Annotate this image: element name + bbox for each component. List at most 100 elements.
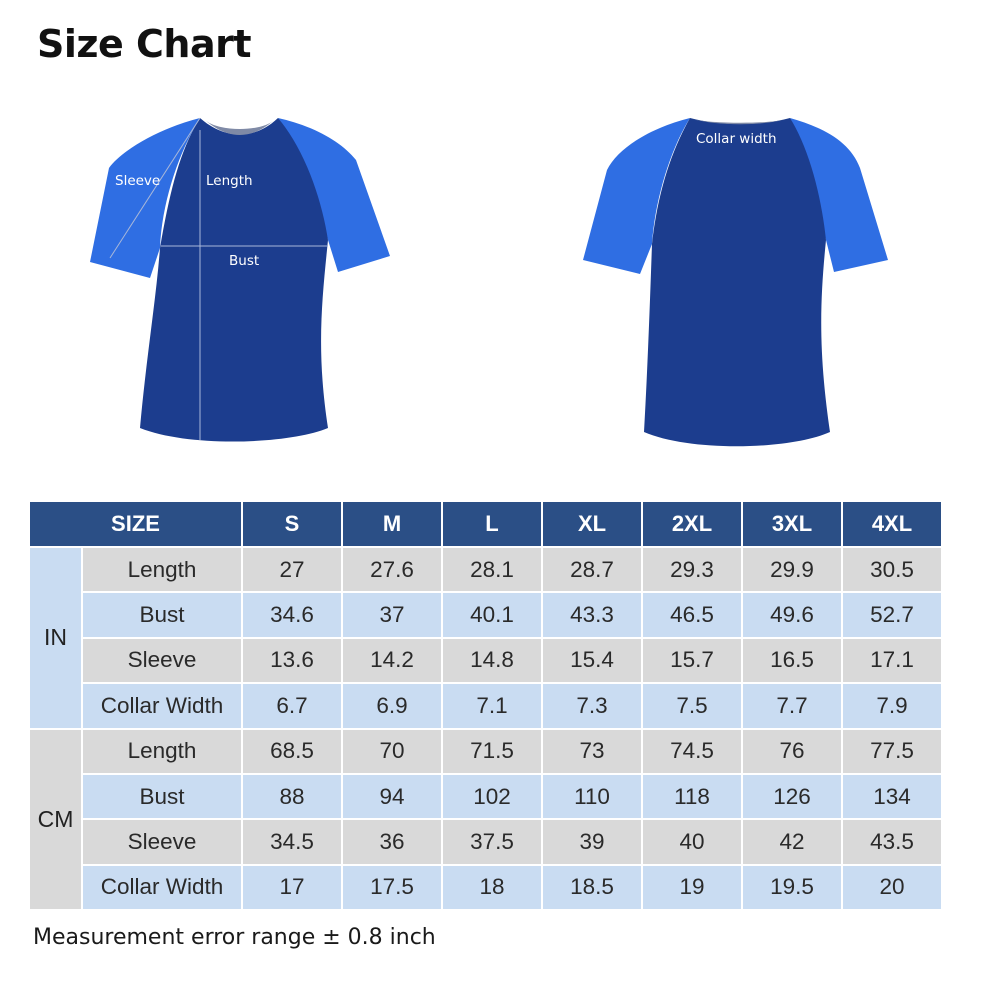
table-cell: 52.7 [843, 593, 941, 637]
header-3xl: 3XL [743, 502, 841, 546]
table-cell: 30.5 [843, 548, 941, 592]
table-row: Collar Width 17 17.5 18 18.5 19 19.5 20 [30, 865, 941, 910]
table-cell: 20 [843, 865, 941, 910]
unit-in: IN [30, 548, 81, 728]
table-cell: 7.3 [543, 684, 641, 728]
table-cell: 77.5 [843, 729, 941, 773]
table-cell: 17.1 [843, 638, 941, 683]
table-cell: 74.5 [643, 729, 741, 773]
table-cell: 68.5 [243, 729, 341, 773]
table-cell: 76 [743, 729, 841, 773]
table-cell: 29.3 [643, 548, 741, 592]
table-cell: 6.9 [343, 684, 441, 728]
table-header-row: SIZE S M L XL 2XL 3XL 4XL [30, 502, 941, 546]
measurement-error-note: Measurement error range ± 0.8 inch [33, 925, 436, 950]
front-body [140, 118, 328, 442]
table-row: CM Length 68.5 70 71.5 73 74.5 76 77.5 [30, 729, 941, 910]
back-shirt: Collar width [583, 118, 888, 447]
table-cell: 70 [343, 729, 441, 773]
table-cell: 13.6 [243, 638, 341, 683]
table-cell: 16.5 [743, 638, 841, 683]
table-cell: 37.5 [443, 820, 541, 864]
table-cell: 110 [543, 774, 641, 819]
header-size: SIZE [30, 502, 241, 546]
table-cell: 42 [743, 820, 841, 864]
table-cell: 37 [343, 593, 441, 637]
table-row: IN Length 27 27.6 28.1 28.7 29.3 29.9 30… [30, 548, 941, 728]
table-cell: 14.2 [343, 638, 441, 683]
table-cell: 102 [443, 774, 541, 819]
header-xl: XL [543, 502, 641, 546]
table-cell: 6.7 [243, 684, 341, 728]
table-cell: 88 [243, 774, 341, 819]
back-collar [692, 119, 788, 125]
row-label: Collar Width [83, 865, 241, 910]
header-s: S [243, 502, 341, 546]
table-cell: 27 [243, 548, 341, 592]
table-cell: 94 [343, 774, 441, 819]
table-row: Bust 88 94 102 110 118 126 134 [30, 774, 941, 819]
row-label: Collar Width [83, 684, 241, 728]
size-table: SIZE S M L XL 2XL 3XL 4XL IN Length 27 2… [28, 500, 943, 911]
table-cell: 126 [743, 774, 841, 819]
table-cell: 17 [243, 865, 341, 910]
table-cell: 36 [343, 820, 441, 864]
row-label: Sleeve [83, 820, 241, 864]
table-cell: 7.9 [843, 684, 941, 728]
row-label: Length [83, 548, 241, 592]
table-cell: 14.8 [443, 638, 541, 683]
table-row: Sleeve 13.6 14.2 14.8 15.4 15.7 16.5 17.… [30, 638, 941, 683]
row-label: Bust [83, 774, 241, 819]
front-left-sleeve [90, 118, 200, 278]
table-cell: 7.5 [643, 684, 741, 728]
length-label: Length [206, 173, 253, 189]
table-cell: 43.3 [543, 593, 641, 637]
table-cell: 15.4 [543, 638, 641, 683]
back-body [644, 118, 830, 447]
table-cell: 19 [643, 865, 741, 910]
table-row: Sleeve 34.5 36 37.5 39 40 42 43.5 [30, 820, 941, 864]
table-cell: 7.1 [443, 684, 541, 728]
table-cell: 18.5 [543, 865, 641, 910]
row-label: Sleeve [83, 638, 241, 683]
table-cell: 17.5 [343, 865, 441, 910]
page-title: Size Chart [37, 22, 252, 66]
back-right-sleeve [790, 118, 888, 272]
table-cell: 40.1 [443, 593, 541, 637]
table-cell: 28.7 [543, 548, 641, 592]
table-cell: 71.5 [443, 729, 541, 773]
table-cell: 43.5 [843, 820, 941, 864]
row-label: Length [83, 729, 241, 773]
header-l: L [443, 502, 541, 546]
table-cell: 34.5 [243, 820, 341, 864]
header-m: M [343, 502, 441, 546]
table-cell: 46.5 [643, 593, 741, 637]
table-cell: 34.6 [243, 593, 341, 637]
header-4xl: 4XL [843, 502, 941, 546]
table-cell: 134 [843, 774, 941, 819]
table-cell: 15.7 [643, 638, 741, 683]
unit-cm: CM [30, 729, 81, 910]
row-label: Bust [83, 593, 241, 637]
sleeve-label: Sleeve [115, 173, 160, 189]
table-cell: 39 [543, 820, 641, 864]
table-cell: 73 [543, 729, 641, 773]
table-cell: 29.9 [743, 548, 841, 592]
bust-label: Bust [229, 253, 259, 269]
front-right-sleeve [278, 118, 390, 272]
front-shirt: Sleeve Length Bust [90, 117, 390, 442]
table-cell: 27.6 [343, 548, 441, 592]
table-row: Bust 34.6 37 40.1 43.3 46.5 49.6 52.7 [30, 593, 941, 637]
front-collar [205, 120, 274, 135]
table-cell: 118 [643, 774, 741, 819]
header-2xl: 2XL [643, 502, 741, 546]
collar-width-label: Collar width [696, 131, 777, 147]
table-cell: 19.5 [743, 865, 841, 910]
shirt-diagram: Sleeve Length Bust Collar width [90, 117, 888, 447]
table-row: Collar Width 6.7 6.9 7.1 7.3 7.5 7.7 7.9 [30, 684, 941, 728]
table-cell: 28.1 [443, 548, 541, 592]
table-cell: 7.7 [743, 684, 841, 728]
table-cell: 49.6 [743, 593, 841, 637]
back-left-sleeve [583, 118, 690, 274]
table-cell: 40 [643, 820, 741, 864]
